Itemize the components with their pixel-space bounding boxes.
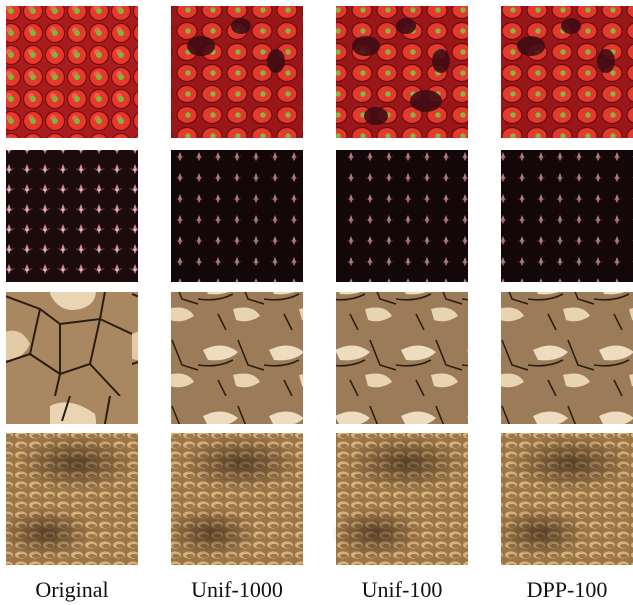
column-labels: Original Unif-1000 Unif-100 DPP-100 xyxy=(35,577,607,602)
texture-fill xyxy=(6,292,138,424)
texture-image xyxy=(496,433,633,565)
texture-artifact xyxy=(517,36,545,56)
texture-fill xyxy=(336,292,468,424)
image-grid xyxy=(1,6,633,565)
texture-fill xyxy=(501,150,633,282)
texture-fill xyxy=(336,150,468,282)
texture-artifact xyxy=(410,90,442,112)
texture-shading xyxy=(496,508,586,558)
texture-artifact xyxy=(432,49,450,73)
texture-image xyxy=(166,433,303,565)
texture-artifact xyxy=(187,36,215,56)
texture-image xyxy=(6,150,138,282)
column-label: Unif-1000 xyxy=(191,577,283,602)
texture-fill xyxy=(6,6,138,138)
texture-shading xyxy=(16,435,136,491)
texture-image xyxy=(1,433,138,565)
texture-artifact xyxy=(597,49,615,73)
texture-shading xyxy=(511,435,631,491)
texture-artifact xyxy=(396,18,416,34)
texture-artifact xyxy=(364,107,388,125)
texture-fill xyxy=(171,292,303,424)
texture-shading xyxy=(331,508,421,558)
column-label: Original xyxy=(35,577,108,602)
texture-artifact xyxy=(231,18,251,34)
column-label: DPP-100 xyxy=(527,577,608,602)
texture-artifact xyxy=(267,49,285,73)
texture-image xyxy=(501,6,633,138)
texture-shading xyxy=(346,435,466,491)
texture-fill xyxy=(171,150,303,282)
texture-shading xyxy=(166,508,256,558)
texture-image xyxy=(171,292,303,424)
texture-shading xyxy=(181,435,301,491)
texture-image xyxy=(336,150,468,282)
texture-image xyxy=(171,6,303,138)
texture-artifact xyxy=(561,18,581,34)
texture-image xyxy=(331,433,468,565)
texture-image xyxy=(501,150,633,282)
texture-image xyxy=(171,150,303,282)
texture-fill xyxy=(501,292,633,424)
texture-image xyxy=(6,292,138,424)
texture-fill xyxy=(6,150,138,282)
texture-image xyxy=(6,6,138,138)
column-label: Unif-100 xyxy=(362,577,443,602)
texture-image xyxy=(501,292,633,424)
texture-artifact xyxy=(352,36,380,56)
texture-image xyxy=(336,6,468,138)
texture-shading xyxy=(1,508,91,558)
texture-image xyxy=(336,292,468,424)
